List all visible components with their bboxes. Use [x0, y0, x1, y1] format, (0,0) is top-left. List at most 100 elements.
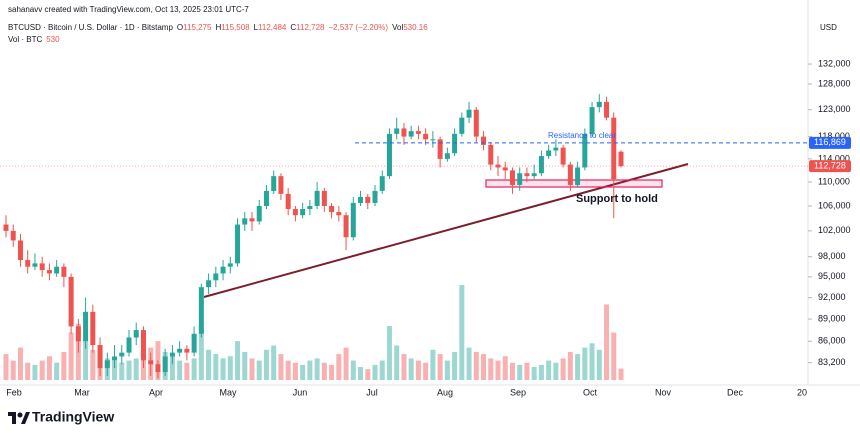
volume-bar — [314, 358, 320, 380]
volume-bar — [206, 349, 212, 380]
candle-body — [256, 205, 262, 222]
volume-bar — [618, 368, 624, 380]
candle-body — [553, 147, 559, 151]
volume-bar — [408, 358, 414, 380]
candle-body — [379, 176, 385, 191]
volume-bar — [184, 362, 190, 380]
candle-body — [17, 240, 23, 261]
candle-body — [46, 270, 52, 274]
candle-body — [300, 209, 306, 216]
volume-bar — [133, 358, 139, 380]
volume-bar — [68, 332, 74, 380]
credit: sahanavv created with TradingView.com, O… — [8, 5, 249, 14]
volume-bar — [235, 341, 241, 380]
symbol: BTCUSD · Bitcoin / U.S. Dollar · 1D · Bi… — [8, 23, 173, 32]
volume-bar — [263, 349, 269, 380]
volume-bar — [524, 362, 530, 380]
resistance-text: Resistance to clear — [548, 131, 616, 140]
candle-body — [560, 147, 566, 165]
volume-bar — [531, 367, 537, 380]
candle-body — [452, 133, 458, 154]
vol-value: 530.16 — [403, 23, 428, 32]
x-tick-label: Dec — [727, 387, 744, 397]
volume-bar — [191, 358, 197, 380]
currency: USD — [820, 23, 837, 32]
volume-bar — [444, 360, 450, 380]
volume-bar — [10, 360, 16, 380]
volume-bar — [553, 362, 559, 380]
candle-body — [488, 144, 494, 165]
volume-bar — [112, 360, 118, 380]
ohlc-value: 112,484 — [258, 23, 287, 32]
logo-text: TradingView — [32, 409, 114, 425]
candle-body — [444, 153, 450, 159]
volume-bar — [90, 349, 96, 380]
candle-body — [278, 176, 284, 194]
candle-body — [502, 167, 508, 171]
volume-bar — [596, 349, 602, 380]
trend-line — [203, 163, 689, 298]
candle-body — [97, 345, 103, 369]
volume-bar — [423, 362, 429, 380]
candle-body — [314, 190, 320, 206]
y-tick-label: 114,000 — [818, 153, 850, 163]
logo: TradingView — [8, 409, 114, 425]
y-tick-label: 83,200 — [818, 357, 846, 367]
volume-bar — [473, 351, 479, 380]
ohlc-label: C — [290, 23, 296, 32]
candle-body — [343, 215, 349, 238]
candle-body — [119, 352, 125, 357]
y-tick-label: 95,000 — [818, 271, 846, 281]
volume-bar — [54, 362, 60, 380]
volume-bar — [126, 360, 132, 380]
y-tick-label: 102,000 — [818, 225, 851, 235]
vol-row-label: Vol · BTC — [8, 35, 42, 44]
y-tick-label: 128,000 — [818, 78, 851, 88]
ohlc-value: 115,275 — [183, 23, 212, 32]
resistance-tag — [809, 136, 851, 149]
candle-body — [415, 131, 421, 134]
x-tick-label: Feb — [6, 387, 22, 397]
candle-body — [83, 311, 89, 342]
volume-bar — [517, 364, 523, 380]
volume-bar — [567, 351, 573, 380]
candle-body — [10, 230, 16, 241]
candle-body — [271, 176, 277, 191]
volume-bar — [350, 360, 356, 380]
candle-body — [162, 356, 168, 373]
candle-body — [249, 218, 255, 222]
volume-bar — [560, 358, 566, 380]
volume-bar — [401, 354, 407, 380]
volume-bar — [169, 356, 175, 380]
candle-body — [90, 311, 96, 346]
candle-body — [148, 360, 154, 365]
last-price-tag — [809, 160, 851, 173]
volume-bar — [177, 360, 183, 380]
y-tick-label: 106,000 — [818, 200, 851, 210]
candle-body — [191, 333, 197, 353]
candle-body — [61, 266, 67, 277]
volume-bar — [430, 349, 436, 380]
candle-body — [575, 167, 581, 185]
candle-body — [365, 196, 371, 203]
volume-bar — [481, 354, 487, 380]
y-tick-label: 132,000 — [818, 58, 851, 68]
volume-bar — [379, 360, 385, 380]
candle-body — [126, 337, 132, 353]
candle-body — [567, 164, 573, 185]
candle-body — [227, 263, 233, 267]
volume-bar — [249, 358, 255, 380]
volume-bar — [17, 347, 23, 380]
volume-bar — [32, 364, 38, 380]
candle-body — [350, 202, 356, 238]
candle-body — [589, 107, 595, 134]
candle-body — [198, 287, 204, 334]
candle-body — [538, 156, 544, 174]
candle-body — [437, 139, 443, 159]
candle-body — [517, 173, 523, 185]
candle-body — [292, 209, 298, 216]
volume-bar — [119, 362, 125, 380]
candle-body — [509, 170, 515, 185]
volume-bar — [604, 304, 610, 380]
candle-body — [54, 266, 60, 274]
